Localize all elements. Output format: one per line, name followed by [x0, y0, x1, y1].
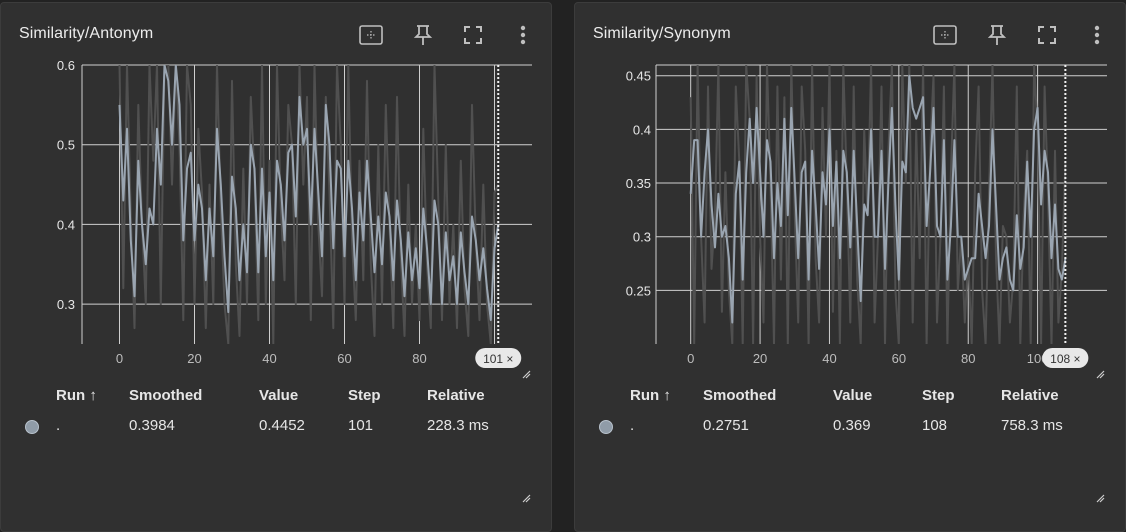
card-title: Similarity/Synonym — [593, 25, 731, 42]
y-tick-label: 0.4 — [57, 217, 75, 232]
pin-icon[interactable] — [409, 21, 437, 49]
chart-card-synonym: 0 20 40 60 80 100 0.45 0.4 0.35 0.3 0.25 108 × Simi… — [574, 2, 1126, 532]
y-tick-label: 0.6 — [57, 58, 75, 73]
run-color-dot — [599, 420, 613, 434]
cell-relative: 228.3 ms — [427, 417, 489, 434]
fit-to-data-icon[interactable] — [357, 21, 385, 49]
step-badge-label: 101 × — [483, 352, 513, 366]
cell-run: . — [56, 417, 61, 434]
run-color-dot — [25, 420, 39, 434]
cell-smoothed: 0.2751 — [703, 417, 749, 434]
header-value: Value — [259, 387, 299, 404]
x-tick-label: 0 — [116, 351, 123, 366]
x-tick-label: 40 — [822, 351, 836, 366]
y-tick-label: 0.3 — [57, 297, 75, 312]
x-tick-label: 80 — [961, 351, 975, 366]
fullscreen-icon[interactable] — [459, 21, 487, 49]
fullscreen-icon[interactable] — [1033, 21, 1061, 49]
y-tick-label: 0.45 — [626, 69, 651, 84]
y-tick-label: 0.35 — [626, 176, 651, 191]
y-tick-label: 0.4 — [633, 122, 651, 137]
resize-handle-icon[interactable] — [521, 369, 531, 379]
y-tick-label: 0.3 — [633, 230, 651, 245]
header-smoothed: Smoothed — [129, 387, 203, 404]
series-line-smoothed — [689, 74, 1067, 324]
resize-handle-icon[interactable] — [1095, 493, 1105, 503]
header-relative: Relative — [1001, 387, 1059, 404]
series-line-raw — [689, 65, 1067, 344]
x-tick-label: 80 — [412, 351, 426, 366]
header-relative: Relative — [427, 387, 485, 404]
x-tick-label: 40 — [262, 351, 276, 366]
series-line-raw — [118, 65, 500, 344]
pin-icon[interactable] — [983, 21, 1011, 49]
cell-run: . — [630, 417, 635, 434]
x-tick-label: 60 — [337, 351, 351, 366]
header-step: Step — [922, 387, 955, 404]
header-step: Step — [348, 387, 381, 404]
cell-relative: 758.3 ms — [1001, 417, 1063, 434]
cell-step: 101 — [348, 417, 374, 434]
resize-handle-icon[interactable] — [521, 493, 531, 503]
header-value: Value — [833, 387, 873, 404]
more-vert-icon[interactable] — [509, 21, 537, 49]
more-vert-icon[interactable] — [1083, 21, 1111, 49]
fit-to-data-icon[interactable] — [931, 21, 959, 49]
series-line-smoothed — [118, 65, 500, 322]
step-badge: 108 × — [1042, 348, 1089, 368]
x-tick-label: 60 — [892, 351, 906, 366]
y-tick-label: 0.5 — [57, 138, 75, 153]
step-badge: 101 × — [475, 348, 522, 368]
header-run[interactable]: Run ↑ — [56, 387, 97, 404]
y-tick-label: 0.25 — [626, 283, 651, 298]
x-tick-label: 20 — [753, 351, 767, 366]
cell-value: 0.4452 — [259, 417, 305, 434]
x-tick-label: 0 — [687, 351, 694, 366]
cell-smoothed: 0.3984 — [129, 417, 175, 434]
card-title: Similarity/Antonym — [19, 25, 154, 42]
header-smoothed: Smoothed — [703, 387, 777, 404]
cell-value: 0.369 — [833, 417, 871, 434]
x-tick-label: 20 — [187, 351, 201, 366]
header-run[interactable]: Run ↑ — [630, 387, 671, 404]
step-badge-label: 108 × — [1050, 352, 1080, 366]
resize-handle-icon[interactable] — [1095, 369, 1105, 379]
cell-step: 108 — [922, 417, 948, 434]
